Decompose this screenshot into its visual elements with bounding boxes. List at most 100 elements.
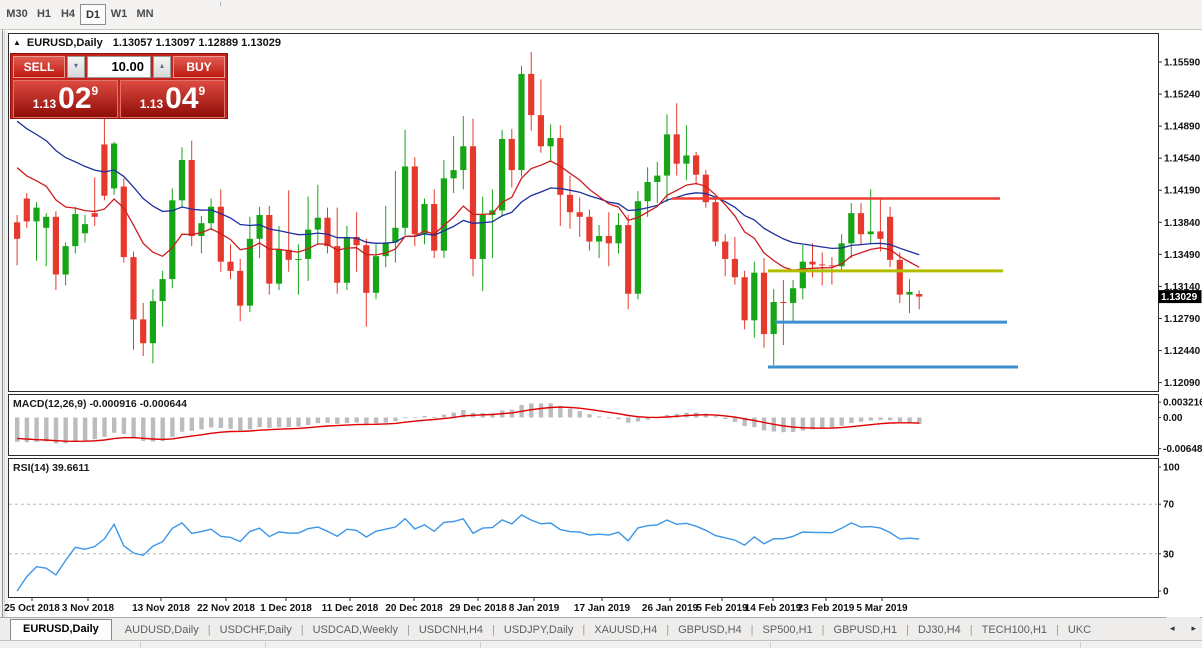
chart-tab-ukc[interactable]: UKC xyxy=(1067,624,1092,636)
macd-histogram-bar xyxy=(92,417,97,440)
date-tick-label: 1 Dec 2018 xyxy=(260,603,312,614)
price-tick-label: 1.15240 xyxy=(1164,90,1201,101)
macd-histogram-bar xyxy=(897,417,903,422)
candle-body xyxy=(111,143,118,189)
macd-histogram-bar xyxy=(703,413,709,418)
chart-tab-eurusd-daily[interactable]: EURUSD,Daily xyxy=(10,619,112,640)
buy-button[interactable]: BUY xyxy=(173,56,225,78)
chart-tab-usdcnh-h4[interactable]: USDCNH,H4 xyxy=(418,624,484,636)
date-tick-label: 17 Jan 2019 xyxy=(574,603,631,614)
timeframe-button-m30[interactable]: M30 xyxy=(6,8,28,20)
candle-body xyxy=(596,236,603,242)
rsi-panel-frame xyxy=(8,458,1159,598)
tab-separator: | xyxy=(666,624,670,636)
macd-histogram-bar xyxy=(558,405,563,418)
price-tick-label: 1.12790 xyxy=(1164,314,1201,325)
candle-body xyxy=(275,249,283,284)
date-tick-label: 14 Feb 2019 xyxy=(745,603,802,614)
candle-body xyxy=(508,138,515,171)
macd-histogram-bar xyxy=(257,417,262,428)
chart-tab-gbpusd-h4[interactable]: GBPUSD,H4 xyxy=(678,624,742,636)
symbol-name: EURUSD,Daily xyxy=(26,37,103,49)
volume-increase-button[interactable]: ▴ xyxy=(153,56,171,78)
candle-body xyxy=(634,201,641,294)
chart-region: 1.15590 1.15240 1.14890 1.14540 1.14190 1.138… xyxy=(0,30,1202,618)
chart-tab-dj30-h4[interactable]: DJ30,H4 xyxy=(917,624,961,636)
macd-histogram-bar xyxy=(529,403,534,418)
candle-body xyxy=(469,146,477,259)
timeframe-button-mn[interactable]: MN xyxy=(136,8,154,20)
timeframe-button-h1[interactable]: H1 xyxy=(36,8,52,20)
macd-histogram-bar xyxy=(112,417,117,433)
macd-histogram-bar xyxy=(752,417,757,428)
ohlc-values: 1.13057 1.13097 1.12889 1.13029 xyxy=(112,37,281,49)
macd-histogram-bar xyxy=(393,417,398,422)
chart-tab-audusd-daily[interactable]: AUDUSD,Daily xyxy=(124,624,199,636)
macd-histogram-bar xyxy=(432,416,437,418)
tab-scroll-right-icon[interactable]: ▸ xyxy=(1191,622,1196,633)
price-tick-label: 1.14540 xyxy=(1164,154,1201,165)
candle-body xyxy=(576,212,583,217)
chart-tab-usdjpy-daily[interactable]: USDJPY,Daily xyxy=(503,624,574,636)
tab-scroll-controls: ◂ ▸ xyxy=(1166,617,1200,639)
candle-body xyxy=(896,259,903,295)
rsi-tick-label: 0 xyxy=(1163,587,1169,598)
tab-scroll-left-icon[interactable]: ◂ xyxy=(1170,622,1175,633)
candle-body xyxy=(52,216,59,275)
buy-price-prefix: 1.13 xyxy=(139,97,164,111)
volume-input[interactable]: 10.00 xyxy=(87,56,151,78)
chart-tab-xauusd-h4[interactable]: XAUUSD,H4 xyxy=(594,624,658,636)
sell-price-panel[interactable]: 1.13 02 9 xyxy=(13,80,118,118)
candle-body xyxy=(887,216,894,260)
macd-histogram-bar xyxy=(907,417,912,424)
timeframe-button-d1[interactable]: D1 xyxy=(80,4,106,25)
macd-histogram-bar xyxy=(616,417,621,420)
chart-tab-sp500-h1[interactable]: SP500,H1 xyxy=(762,624,813,636)
status-strip xyxy=(0,640,1202,648)
candle-body xyxy=(392,227,399,243)
macd-histogram-bar xyxy=(276,417,282,428)
macd-histogram-bar xyxy=(403,417,408,419)
buy-price-panel[interactable]: 1.13 04 9 xyxy=(120,80,225,118)
price-chart-canvas[interactable]: 1.155901.152401.148901.145401.141901.138… xyxy=(0,30,1202,618)
candle-body xyxy=(518,73,525,171)
timeframe-button-w1[interactable]: W1 xyxy=(110,8,128,20)
macd-histogram-bar xyxy=(664,414,670,418)
candle-body xyxy=(770,301,777,335)
collapse-triangle-icon[interactable]: ▲ xyxy=(13,38,21,47)
candle-body xyxy=(673,134,680,164)
macd-tick-label: -0.006485 xyxy=(1163,444,1202,455)
candle-body xyxy=(421,203,428,235)
candle-body xyxy=(547,138,554,147)
volume-decrease-button[interactable]: ▾ xyxy=(67,56,85,78)
candle-body xyxy=(499,138,506,211)
macd-histogram-bar xyxy=(102,417,107,437)
price-tick-label: 1.13840 xyxy=(1164,218,1201,229)
macd-histogram-bar xyxy=(141,417,146,441)
chart-tab-usdcad-weekly[interactable]: USDCAD,Weekly xyxy=(312,624,398,636)
candle-body xyxy=(343,236,350,283)
sell-button[interactable]: SELL xyxy=(13,56,65,78)
price-tick-label: 1.15590 xyxy=(1164,58,1201,69)
tab-separator: | xyxy=(582,624,586,636)
tab-separator: | xyxy=(300,624,304,636)
timeframe-button-h4[interactable]: H4 xyxy=(60,8,76,20)
candle-body xyxy=(867,231,874,235)
date-tick-label: 29 Dec 2018 xyxy=(449,603,507,614)
chart-tab-gbpusd-h1[interactable]: GBPUSD,H1 xyxy=(833,624,898,636)
macd-histogram-bar xyxy=(917,417,922,425)
candle-body xyxy=(285,249,292,260)
chart-tab-tech100-h1[interactable]: TECH100,H1 xyxy=(981,624,1048,636)
candle-body xyxy=(819,264,826,266)
chart-tab-usdchf-daily[interactable]: USDCHF,Daily xyxy=(219,624,292,636)
timeframe-toolbar: M30 H1 H4 D1 W1 MN xyxy=(0,0,1202,31)
price-tick-label: 1.12440 xyxy=(1164,346,1201,357)
candle-body xyxy=(751,272,758,321)
macd-histogram-bar xyxy=(209,417,214,428)
macd-histogram-bar xyxy=(354,417,359,423)
rsi-tick-label: 100 xyxy=(1163,463,1180,474)
candle-body xyxy=(43,216,50,228)
candle-body xyxy=(372,256,380,293)
macd-histogram-bar xyxy=(63,417,68,444)
status-strip-separator xyxy=(770,642,771,648)
